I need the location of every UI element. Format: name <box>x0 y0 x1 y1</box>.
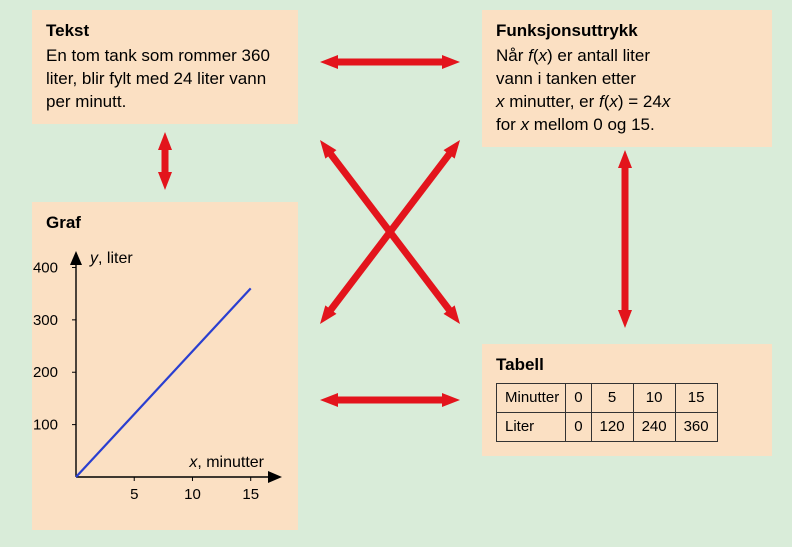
arrows-layer <box>0 0 792 547</box>
